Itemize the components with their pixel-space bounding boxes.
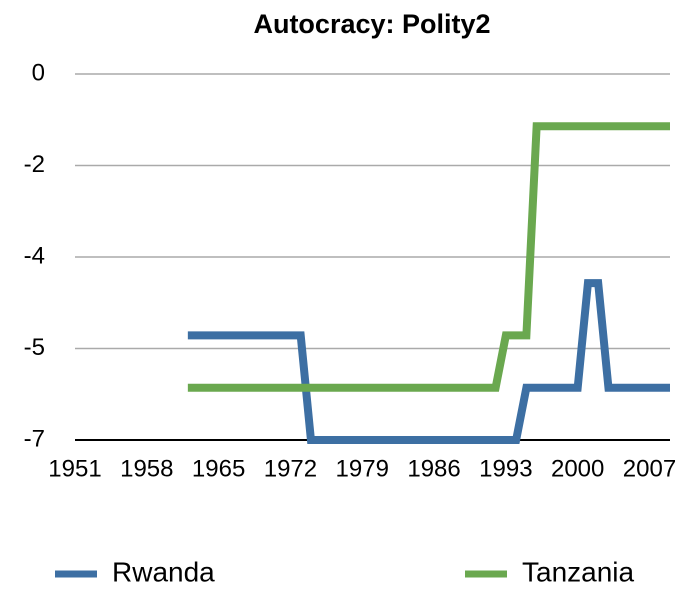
- legend-label: Tanzania: [522, 556, 635, 587]
- x-tick-label: 2000: [551, 455, 604, 482]
- x-tick-label: 1972: [264, 455, 317, 482]
- y-tick-label: -2: [24, 151, 45, 178]
- y-tick-label: 0: [32, 59, 45, 86]
- y-tick-label: -7: [24, 425, 45, 452]
- chart-title: Autocracy: Polity2: [253, 9, 490, 39]
- x-tick-label: 1958: [120, 455, 173, 482]
- x-tick-label: 1979: [336, 455, 389, 482]
- line: [187, 279, 670, 444]
- y-tick-label: -5: [24, 334, 45, 361]
- x-tick-label: 2007: [623, 455, 676, 482]
- y-tick-label: -4: [24, 242, 45, 269]
- line: [187, 122, 670, 392]
- legend-label: Rwanda: [112, 556, 215, 587]
- x-tick-label: 1993: [479, 455, 532, 482]
- x-tick-label: 1986: [407, 455, 460, 482]
- x-tick-label: 1965: [192, 455, 245, 482]
- x-tick-label: 1951: [48, 455, 101, 482]
